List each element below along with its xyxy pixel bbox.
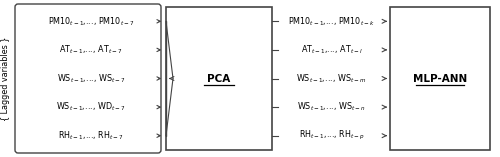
Text: RH$_{t-1}$,..., RH$_{t-p}$: RH$_{t-1}$,..., RH$_{t-p}$: [298, 129, 364, 142]
Text: AT$_{t-1}$,..., AT$_{t-7}$: AT$_{t-1}$,..., AT$_{t-7}$: [60, 44, 122, 56]
Text: PM10$_{t-1}$,..., PM10$_{t-7}$: PM10$_{t-1}$,..., PM10$_{t-7}$: [48, 15, 134, 27]
Text: { Lagged variables }: { Lagged variables }: [2, 36, 11, 121]
Text: WS$_{t-1}$,..., WS$_{t-n}$: WS$_{t-1}$,..., WS$_{t-n}$: [297, 101, 366, 113]
FancyBboxPatch shape: [15, 4, 161, 153]
Text: RH$_{t-1}$,..., RH$_{t-7}$: RH$_{t-1}$,..., RH$_{t-7}$: [58, 130, 124, 142]
Text: WS$_{t-1}$,..., WS$_{t-m}$: WS$_{t-1}$,..., WS$_{t-m}$: [296, 72, 366, 85]
Text: PM10$_{t-1}$,..., PM10$_{t-k}$: PM10$_{t-1}$,..., PM10$_{t-k}$: [288, 15, 375, 27]
Text: WS$_{t-1}$,..., WD$_{t-7}$: WS$_{t-1}$,..., WD$_{t-7}$: [56, 101, 126, 113]
Text: WS$_{t-1}$,..., WS$_{t-7}$: WS$_{t-1}$,..., WS$_{t-7}$: [57, 72, 125, 85]
Text: AT$_{t-1}$,..., AT$_{t-l}$: AT$_{t-1}$,..., AT$_{t-l}$: [300, 44, 362, 56]
Text: PCA: PCA: [208, 73, 231, 84]
Bar: [390, 7, 490, 150]
Text: MLP-ANN: MLP-ANN: [413, 73, 467, 84]
Bar: [166, 7, 272, 150]
